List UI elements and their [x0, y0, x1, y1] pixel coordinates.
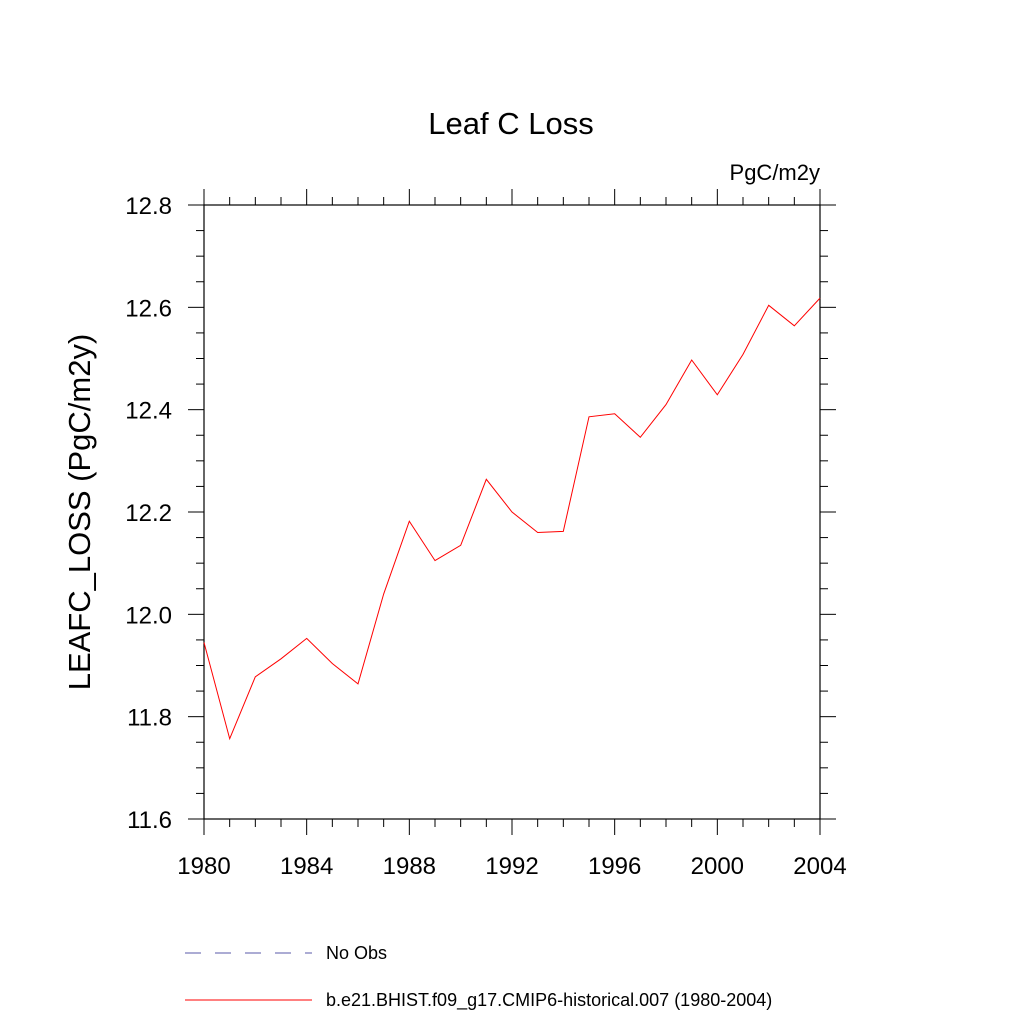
y-tick-labels: 11.6 11.8 12.0 12.2 12.4 12.6 12.8: [125, 193, 172, 834]
legend: No Obs b.e21.BHIST.f09_g17.CMIP6-histori…: [185, 943, 772, 1011]
series-line-model: [203, 297, 821, 741]
axis-ticks: [188, 189, 836, 835]
units-label: PgC/m2y: [730, 160, 820, 185]
x-tick-label: 2004: [793, 853, 846, 880]
x-tick-label: 1984: [280, 853, 333, 880]
x-tick-label: 2000: [691, 853, 744, 880]
y-tick-label: 12.0: [125, 602, 172, 629]
y-tick-label: 11.8: [127, 705, 172, 732]
y-axis-label: LEAFC_LOSS (PgC/m2y): [62, 334, 97, 691]
y-tick-label: 12.2: [125, 500, 172, 527]
legend-label-model: b.e21.BHIST.f09_g17.CMIP6-historical.007…: [326, 990, 772, 1011]
chart-title: Leaf C Loss: [428, 106, 593, 141]
y-tick-label: 12.6: [125, 295, 172, 322]
y-tick-label: 12.4: [125, 398, 172, 425]
series-group: [203, 297, 821, 741]
x-tick-label: 1988: [383, 853, 436, 880]
x-tick-label: 1992: [485, 853, 538, 880]
legend-label-no-obs: No Obs: [326, 943, 387, 963]
x-tick-label: 1996: [588, 853, 641, 880]
y-tick-label: 11.6: [127, 807, 172, 834]
x-tick-labels: 1980 1984 1988 1992 1996 2000 2004: [177, 853, 846, 880]
x-tick-label: 1980: [177, 853, 230, 880]
y-tick-label: 12.8: [125, 193, 172, 220]
